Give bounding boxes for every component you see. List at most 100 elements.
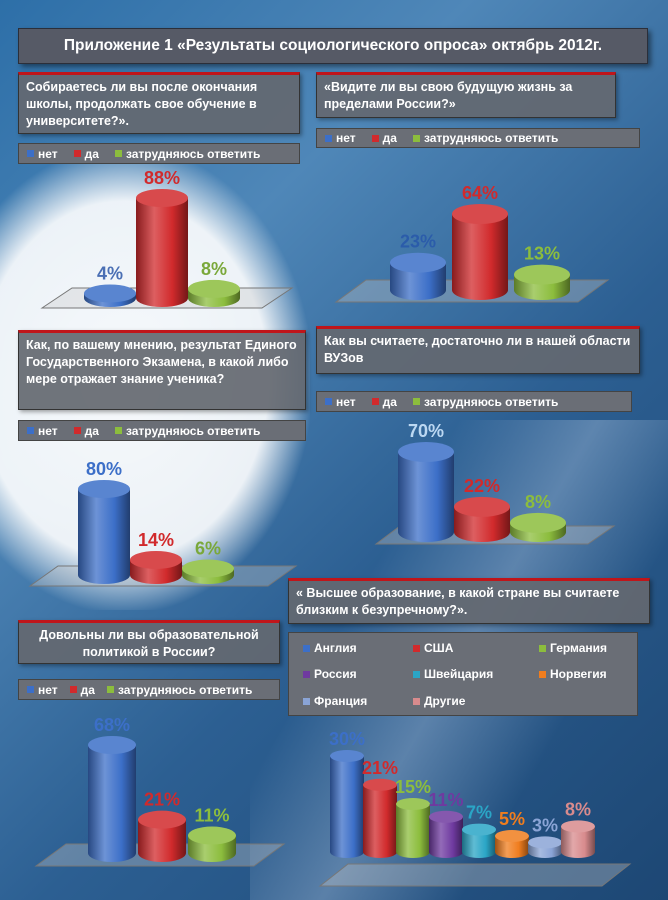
bar-top	[528, 836, 562, 849]
data-label-Англия: 30%	[329, 729, 365, 749]
data-label-нет: 4%	[97, 263, 123, 283]
legend-item-usa: США	[413, 641, 453, 655]
orange-swatch-icon	[539, 670, 546, 678]
data-label-нет: 80%	[86, 459, 122, 479]
bar-chart-2: 23% 64% 13%	[334, 183, 610, 303]
bar-Англия: 30%	[329, 729, 365, 858]
bar-base	[452, 280, 508, 300]
legend-item-yes: да	[73, 147, 99, 161]
bar-base	[495, 846, 529, 858]
bar-затрудняюсь ответить: 11%	[188, 806, 236, 862]
bar-base	[462, 846, 496, 858]
bar-Россия: 11%	[428, 790, 464, 858]
blue-swatch-icon	[27, 427, 34, 434]
green-swatch-icon	[106, 686, 114, 693]
data-label-да: 21%	[144, 790, 180, 810]
blue-swatch-icon	[325, 134, 332, 142]
legend-item-switzerland: Швейцария	[413, 667, 493, 681]
data-label-да: 64%	[462, 183, 498, 203]
bar-top	[330, 750, 364, 762]
bar-base	[514, 280, 570, 300]
red-swatch-icon	[73, 427, 81, 434]
bar-chart-6: 30% 21%15%11%7% 5% 3% 8%	[318, 729, 632, 887]
bar-top	[78, 480, 130, 498]
bar-нет: 70%	[398, 421, 454, 542]
legend-item-unsure: затрудняюсь ответить	[114, 424, 260, 438]
bar-нет: 23%	[390, 232, 446, 300]
data-label-Другие: 8%	[565, 799, 591, 819]
bar-base	[396, 846, 430, 858]
legend-item-unsure: затрудняюсь ответить	[412, 395, 558, 409]
bar-нет: 4%	[84, 263, 136, 307]
data-label-США: 21%	[362, 758, 398, 778]
legend-item-norway: Норвегия	[539, 667, 607, 681]
bar-top	[462, 823, 496, 836]
bar-base	[561, 846, 595, 858]
legend-item-no: нет	[325, 131, 356, 145]
legend-item-other: Другие	[413, 694, 465, 708]
bar-top	[363, 778, 397, 791]
data-label-Германия: 15%	[395, 777, 431, 797]
chart-floor	[318, 863, 632, 887]
data-label-да: 22%	[464, 476, 500, 496]
bar-base	[528, 846, 562, 858]
question-2: «Видите ли вы свою будущую жизнь за пред…	[316, 72, 616, 118]
bar-top	[510, 512, 566, 533]
bar-top	[514, 264, 570, 285]
bar-base	[78, 566, 130, 584]
red-swatch-icon	[69, 686, 77, 693]
bar-top	[138, 810, 186, 829]
red-swatch-icon	[413, 644, 420, 652]
blue-swatch-icon	[325, 398, 332, 405]
bar-top	[136, 189, 188, 207]
red-swatch-icon	[371, 134, 379, 142]
question-4: Как вы считаете, достаточно ли в нашей о…	[316, 326, 640, 374]
legend-item-yes: да	[371, 131, 397, 145]
bar-Германия: 15%	[395, 777, 431, 858]
bar-body	[330, 756, 364, 852]
legend-item-yes: да	[371, 395, 397, 409]
data-label-затрудняюсь ответить: 11%	[194, 806, 229, 826]
legend-item-no: нет	[27, 424, 58, 438]
lightblue-swatch-icon	[303, 697, 310, 705]
legend-item-unsure: затрудняюсь ответить	[106, 683, 252, 697]
bar-Норвегия: 5%	[495, 809, 529, 858]
bar-да: 22%	[454, 476, 510, 542]
bar-chart-3: 80% 14% 6%	[28, 459, 298, 587]
bar-США: 21%	[362, 758, 398, 858]
bar-да: 64%	[452, 183, 508, 300]
green-swatch-icon	[412, 398, 420, 405]
bar-top	[130, 550, 182, 569]
bar-body	[396, 804, 430, 852]
bar-base	[363, 846, 397, 858]
legend-item-france: Франция	[303, 694, 367, 708]
bar-base	[130, 566, 182, 584]
bar-top	[84, 284, 136, 303]
purple-swatch-icon	[303, 670, 310, 678]
bar-да: 21%	[138, 790, 186, 862]
red-swatch-icon	[73, 150, 81, 157]
bar-затрудняюсь ответить: 13%	[514, 244, 570, 300]
bar-top	[396, 798, 430, 810]
data-label-нет: 23%	[400, 232, 436, 252]
bar-top	[454, 496, 510, 517]
blue-swatch-icon	[303, 644, 310, 652]
data-label-Швейцария: 7%	[466, 803, 492, 823]
legend-1: нет да затрудняюсь ответить	[18, 143, 300, 164]
data-label-Франция: 3%	[532, 815, 558, 835]
data-label-затрудняюсь ответить: 6%	[195, 539, 221, 559]
bar-base	[138, 844, 186, 862]
green-swatch-icon	[539, 644, 546, 652]
bar-Швейцария: 7%	[462, 803, 496, 858]
bar-да: 88%	[136, 168, 188, 307]
question-6: « Высшее образование, в какой стране вы …	[288, 578, 650, 624]
data-label-Россия: 11%	[428, 790, 463, 810]
bar-top	[188, 279, 240, 298]
bar-body	[363, 784, 397, 852]
bar-base	[330, 846, 364, 858]
data-label-нет: 68%	[94, 715, 130, 735]
bar-затрудняюсь ответить: 8%	[188, 259, 240, 307]
green-swatch-icon	[114, 150, 122, 157]
legend-item-no: нет	[325, 395, 356, 409]
